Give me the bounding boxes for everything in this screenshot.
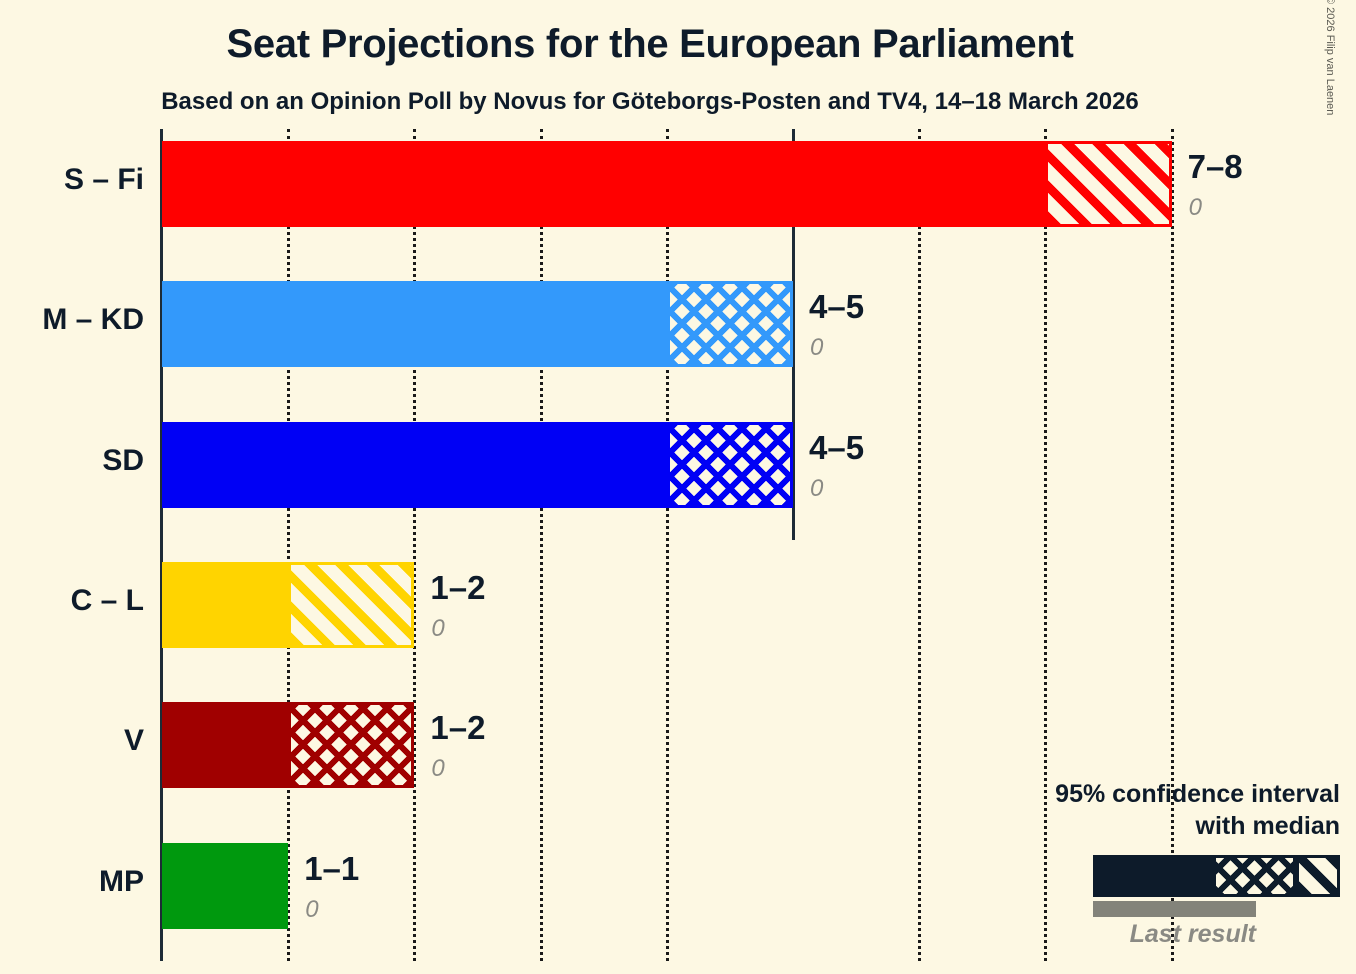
gridline [413, 129, 417, 961]
gridline [665, 129, 669, 961]
legend-last-result-swatch [1093, 901, 1256, 917]
legend-confidence-swatch [1093, 855, 1340, 897]
category-label-s-fi: S – Fi [63, 163, 144, 196]
last-result-label: 0 [810, 474, 824, 502]
bar-m-kd[interactable] [162, 281, 793, 368]
legend-median-segment [1093, 855, 1213, 897]
bar-confidence-segment [288, 561, 415, 648]
bar-confidence-segment [666, 281, 793, 368]
y-axis-line [160, 129, 163, 961]
chart-subtitle: Based on an Opinion Poll by Novus for Gö… [161, 88, 1139, 115]
value-label: 4–5 [809, 428, 865, 466]
value-label: 1–1 [304, 849, 360, 887]
gridline [1170, 129, 1174, 961]
page-title: Seat Projections for the European Parlia… [226, 22, 1074, 66]
gridline [1044, 129, 1048, 961]
legend-cross-hatch-segment [1213, 855, 1296, 897]
legend-title-line2: with median [1195, 812, 1340, 840]
gridline [539, 129, 543, 961]
last-result-label: 0 [1188, 194, 1202, 221]
bar-confidence-segment [666, 421, 793, 508]
threshold-line [792, 129, 795, 540]
bar-s-fi[interactable] [162, 141, 1172, 227]
category-label-sd: SD [102, 443, 144, 477]
category-label-mp: MP [99, 864, 144, 898]
bar-median-segment [162, 141, 1046, 227]
bar-confidence-segment [288, 702, 415, 789]
last-result-label: 0 [305, 895, 319, 923]
gridline [287, 129, 291, 961]
last-result-label: 0 [810, 334, 824, 362]
value-label: 1–2 [430, 709, 486, 747]
bar-confidence-segment [1045, 141, 1172, 227]
value-label: 7–8 [1187, 148, 1243, 185]
legend-diagonal-hatch-segment [1296, 855, 1340, 897]
category-label-c-l: C – L [70, 583, 144, 617]
bar-sd[interactable] [162, 421, 793, 508]
bar-median-segment [162, 421, 667, 508]
bar-c-l[interactable] [162, 561, 415, 648]
legend-title-line1: 95% confidence interval [1055, 780, 1340, 808]
value-label: 4–5 [809, 288, 865, 326]
bar-median-segment [162, 842, 289, 929]
gridline [918, 129, 922, 961]
bar-median-segment [162, 702, 289, 789]
bar-median-segment [162, 561, 289, 648]
value-label: 1–2 [430, 568, 486, 606]
legend-last-result-label: Last result [1129, 920, 1256, 948]
category-label-m-kd: M – KD [42, 303, 144, 337]
last-result-label: 0 [431, 614, 445, 642]
bar-median-segment [162, 281, 667, 368]
last-result-label: 0 [431, 755, 445, 783]
bar-v[interactable] [162, 702, 415, 789]
bar-mp[interactable] [162, 842, 289, 929]
category-label-v: V [123, 724, 144, 758]
